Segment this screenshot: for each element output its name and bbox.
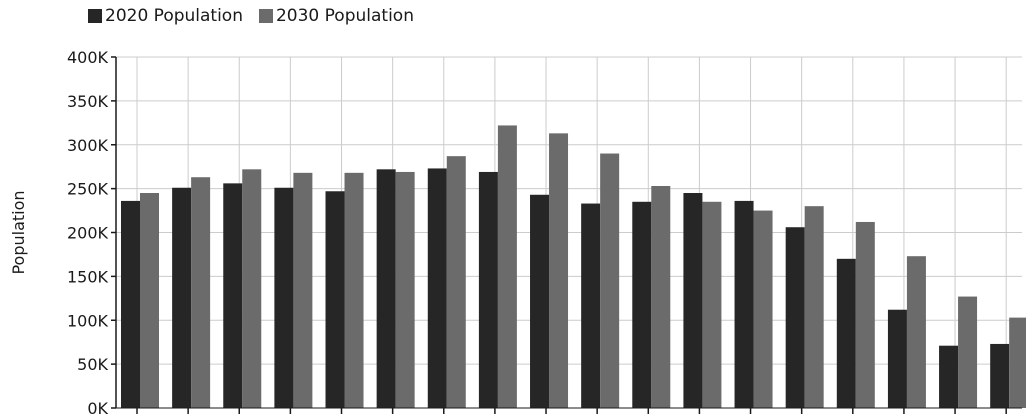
bar-2030-4: [344, 172, 364, 408]
y-tick-label-5: 250K: [67, 180, 109, 199]
bar-2030-13: [804, 206, 824, 408]
bar-2020-8: [530, 194, 550, 408]
bar-2030-10: [651, 185, 671, 408]
legend: 2020 Population 2030 Population: [88, 6, 414, 26]
bar-2030-14: [855, 221, 875, 408]
bar-2030-16: [958, 296, 978, 408]
y-tick-label-8: 400K: [67, 48, 109, 67]
bar-2030-12: [753, 210, 773, 408]
y-tick-label-4: 200K: [67, 224, 109, 243]
bar-2030-2: [242, 169, 262, 408]
y-tick-label-1: 50K: [77, 355, 108, 374]
bar-2020-2: [223, 183, 243, 408]
y-tick-label-2: 100K: [67, 311, 109, 330]
legend-item-2020: 2020 Population: [88, 6, 243, 26]
bar-2030-3: [293, 172, 313, 408]
bar-2020-17: [990, 343, 1010, 408]
bar-2020-16: [939, 345, 959, 408]
bar-2020-9: [581, 203, 601, 408]
y-tick-label-6: 300K: [67, 136, 109, 155]
bar-2020-15: [887, 309, 907, 408]
bar-2030-17: [1009, 317, 1026, 408]
y-axis-title: Population: [9, 190, 28, 274]
y-tick-label-0: 0K: [87, 399, 108, 418]
bar-2020-10: [632, 201, 652, 408]
bar-2030-8: [549, 133, 569, 408]
bar-2030-7: [497, 125, 517, 408]
bar-2030-1: [191, 177, 211, 408]
bar-2020-4: [325, 191, 345, 408]
bar-2020-7: [478, 171, 498, 408]
bar-2030-0: [140, 193, 159, 408]
bar-2020-1: [172, 187, 192, 408]
bar-2030-15: [906, 256, 926, 408]
bar-2020-14: [836, 258, 856, 408]
legend-item-2030: 2030 Population: [258, 6, 414, 26]
bar-2030-6: [446, 156, 466, 408]
legend-swatch-2020: [88, 9, 102, 23]
legend-swatch-2030: [258, 9, 273, 23]
legend-label-2030: 2030 Population: [275, 6, 414, 26]
bar-2030-5: [395, 171, 415, 408]
bar-2020-12: [734, 200, 754, 408]
bar-2020-5: [376, 169, 396, 408]
bar-2030-9: [600, 153, 620, 408]
y-tick-label-3: 150K: [67, 267, 109, 286]
bar-2020-3: [274, 187, 294, 408]
bar-2020-6: [427, 168, 447, 408]
bar-2030-11: [702, 201, 722, 408]
bar-2020-13: [785, 227, 805, 408]
legend-label-2020: 2020 Population: [105, 6, 243, 26]
y-tick-label-7: 350K: [67, 92, 109, 111]
bar-2020-11: [683, 193, 703, 408]
bar-2020-0: [121, 200, 140, 408]
